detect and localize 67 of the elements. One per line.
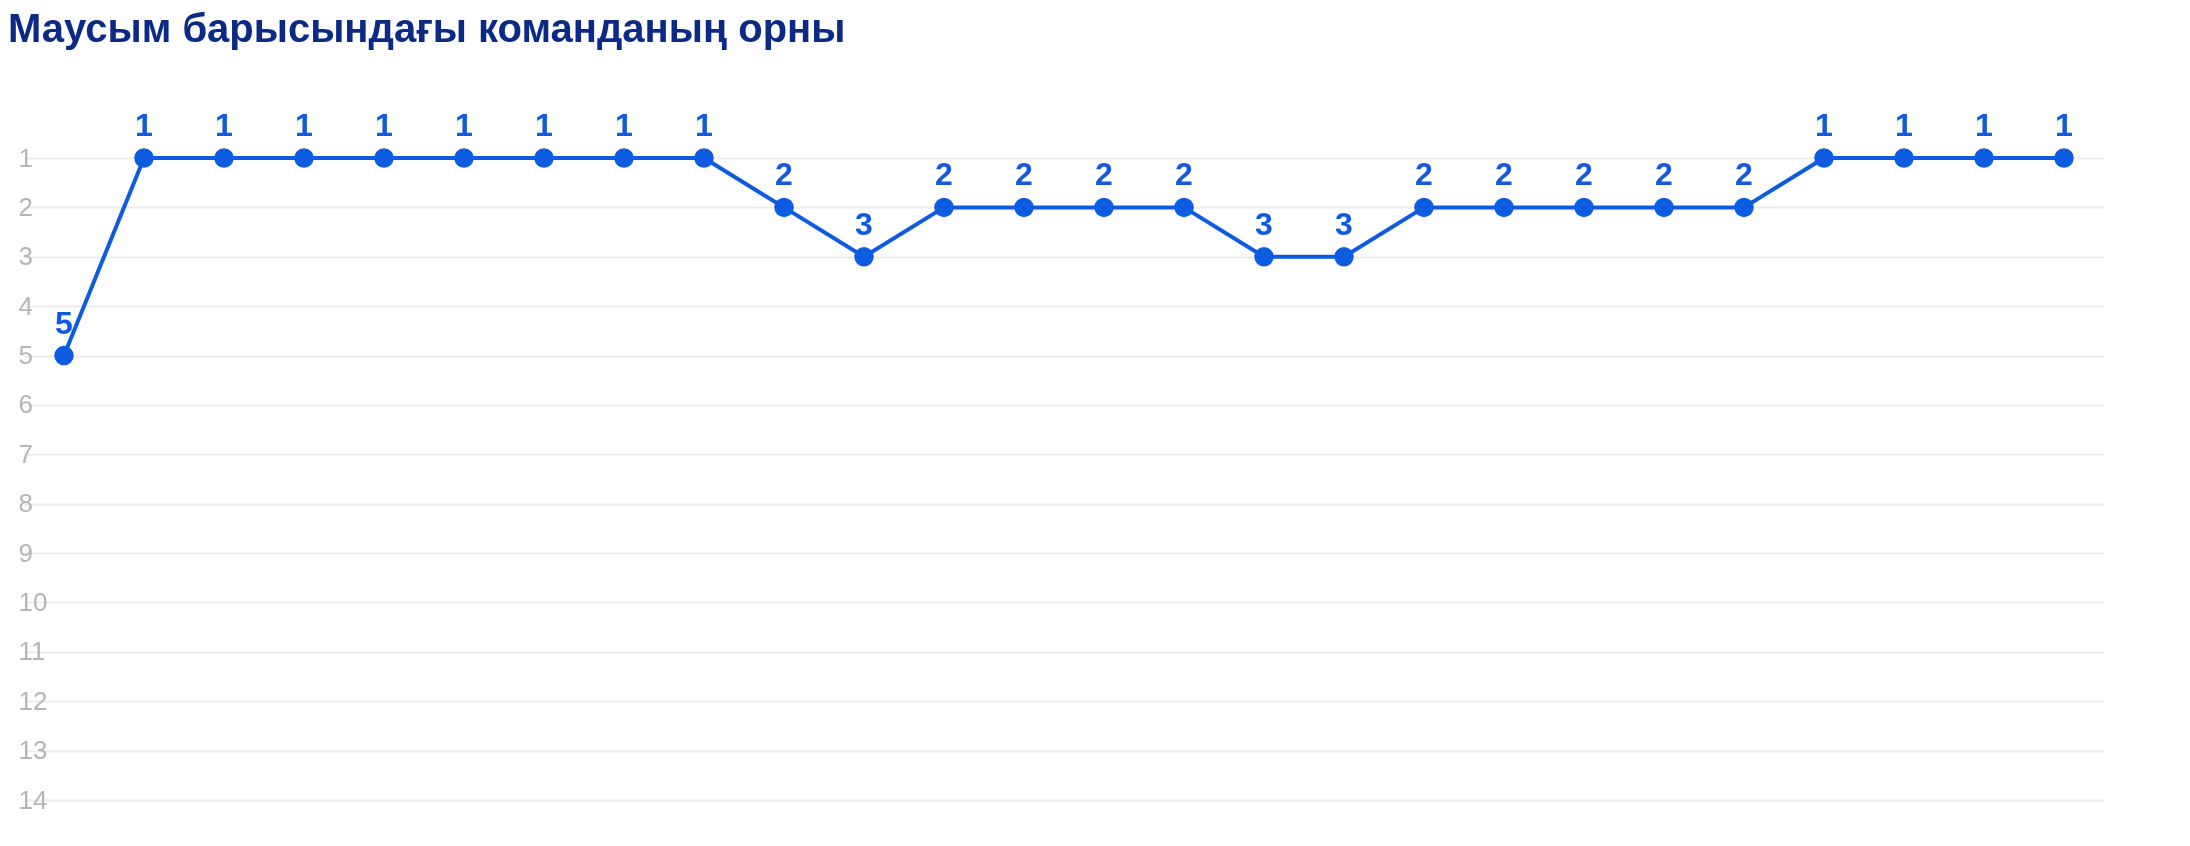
data-label: 2 [775, 156, 793, 193]
data-label: 2 [1175, 156, 1193, 193]
y-tick-label: 11 [18, 636, 46, 667]
point [1014, 197, 1034, 218]
point [534, 148, 554, 168]
point [214, 148, 234, 168]
y-tick-label: 9 [18, 537, 33, 568]
data-label: 2 [1735, 156, 1753, 193]
data-label: 5 [55, 304, 73, 341]
y-tick-label: 5 [18, 340, 33, 371]
data-label: 1 [695, 107, 713, 143]
point [854, 247, 874, 267]
data-label: 1 [215, 107, 233, 143]
y-tick-label: 10 [18, 586, 48, 617]
y-tick-label: 6 [18, 389, 33, 420]
data-label: 1 [455, 107, 473, 143]
y-tick-label: 4 [18, 290, 33, 321]
data-label: 3 [1255, 205, 1273, 242]
point [1734, 197, 1754, 218]
point [1494, 197, 1514, 218]
point [1094, 197, 1114, 218]
y-tick-label: 13 [18, 735, 48, 766]
data-label: 2 [935, 156, 953, 193]
point [374, 148, 394, 168]
data-label: 1 [1975, 107, 1993, 143]
point [694, 148, 714, 168]
y-tick-label: 2 [18, 191, 33, 222]
point [1894, 148, 1914, 168]
point [934, 197, 954, 218]
point [1654, 197, 1674, 218]
data-label: 1 [1895, 107, 1913, 143]
y-tick-label: 1 [18, 142, 33, 173]
y-tick-label: 3 [18, 241, 33, 272]
chart-title: Маусым барысындағы команданың орны [8, 6, 846, 50]
data-label: 2 [1655, 156, 1673, 193]
point [54, 345, 74, 366]
y-tick-label: 14 [18, 784, 48, 815]
point [1254, 247, 1274, 267]
point [1974, 148, 1994, 168]
data-label: 2 [1015, 156, 1033, 193]
data-label: 1 [295, 107, 313, 143]
point [1414, 197, 1434, 218]
y-tick-label: 7 [18, 438, 33, 469]
point [1574, 197, 1594, 218]
data-label: 1 [2055, 107, 2073, 143]
data-label: 1 [535, 107, 553, 143]
point [1174, 197, 1194, 218]
data-label: 3 [1335, 205, 1353, 242]
point [134, 148, 154, 168]
point [614, 148, 634, 168]
data-label: 2 [1415, 156, 1433, 193]
point [1334, 247, 1354, 267]
point [1814, 148, 1834, 168]
y-tick-label: 12 [18, 685, 48, 716]
y-tick-label: 8 [18, 488, 33, 519]
point [454, 148, 474, 168]
data-label: 1 [615, 107, 633, 143]
data-label: 2 [1095, 156, 1113, 193]
point [2054, 148, 2074, 168]
data-label: 3 [855, 205, 873, 242]
data-label: 1 [375, 107, 393, 143]
data-label: 2 [1495, 156, 1513, 193]
point [774, 197, 794, 218]
point [294, 148, 314, 168]
data-label: 2 [1575, 156, 1593, 193]
data-label: 1 [135, 107, 153, 143]
data-label: 1 [1815, 107, 1833, 143]
